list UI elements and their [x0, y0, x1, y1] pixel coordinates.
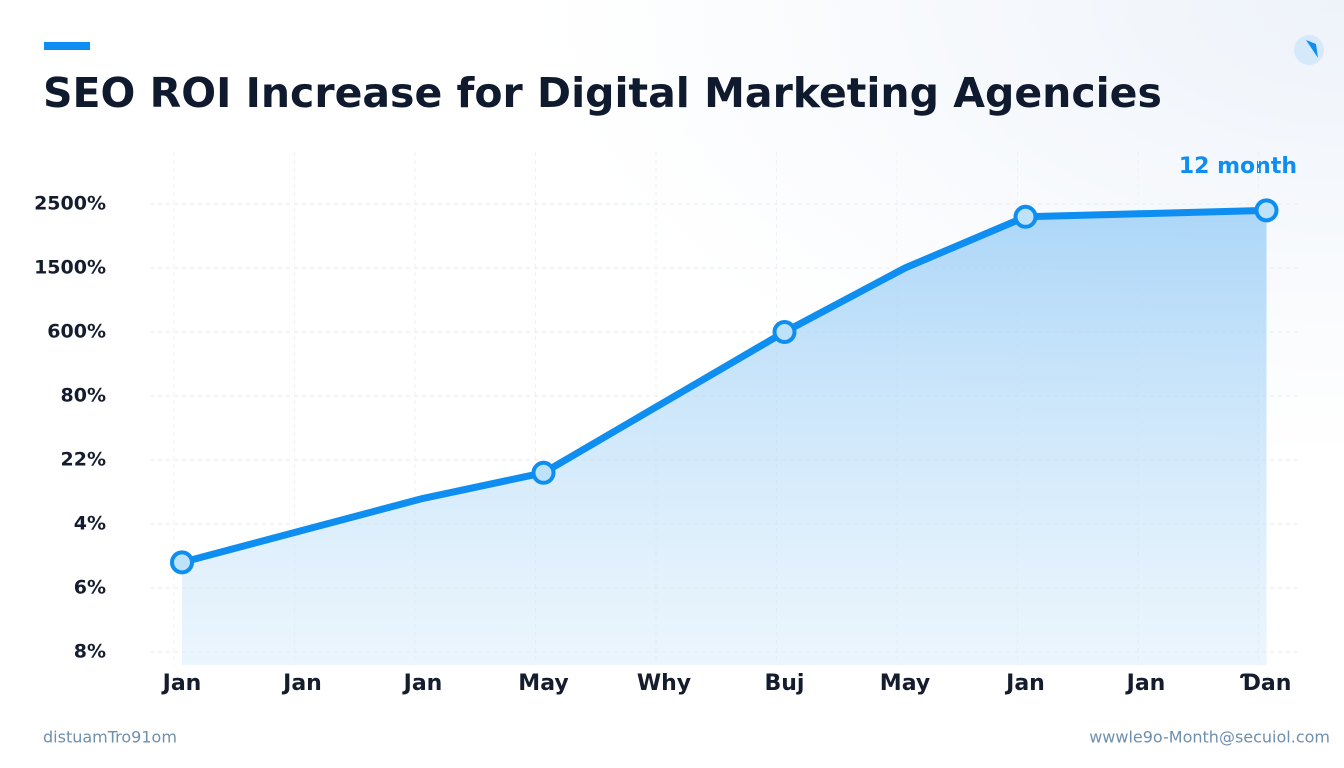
x-tick-label: Jan	[281, 671, 322, 696]
footer-left: distuamTro91om	[43, 728, 177, 747]
point-marker	[772, 320, 797, 344]
x-tick-label: May	[518, 671, 568, 696]
point-marker	[1013, 204, 1038, 229]
y-tick-label: 22%	[61, 449, 106, 471]
x-tick-label: Jan	[1004, 671, 1045, 696]
point-marker	[1254, 198, 1279, 223]
footer-right: wwwle9o-Month@secuiol.com	[1089, 728, 1330, 747]
y-tick-label: 1500%	[34, 257, 106, 279]
x-tick-label: Ɗan	[1240, 671, 1292, 696]
y-tick-label: 8%	[74, 641, 106, 663]
point-marker	[170, 550, 194, 575]
x-tick-label: Why	[637, 671, 691, 696]
logo-icon	[1294, 35, 1324, 65]
y-tick-label: 4%	[74, 513, 106, 535]
chart-title: SEO ROI Increase for Digital Marketing A…	[43, 69, 1162, 117]
y-tick-label: 80%	[61, 385, 106, 407]
logo-glyph	[1306, 40, 1318, 58]
area	[182, 210, 1267, 665]
x-tick-label: Jan	[402, 671, 443, 696]
y-tick-label: 6%	[74, 577, 106, 599]
x-tick-label: May	[880, 671, 930, 696]
x-tick-label: Jan	[161, 671, 202, 696]
y-tick-label: 2500%	[34, 193, 106, 215]
y-tick-label: 600%	[47, 321, 106, 343]
point-marker	[531, 460, 556, 485]
plot-area: 8% 6% 4% 22% 80% 600% 1500% 2500% Jan Jan Jan May Wh…	[34, 152, 1300, 696]
line	[178, 206, 1270, 566]
x-tick-label: Buj	[765, 671, 805, 696]
accent-bar	[44, 42, 90, 50]
annotation: 12 month	[1179, 154, 1297, 179]
x-tick-label: Jan	[1125, 671, 1166, 696]
